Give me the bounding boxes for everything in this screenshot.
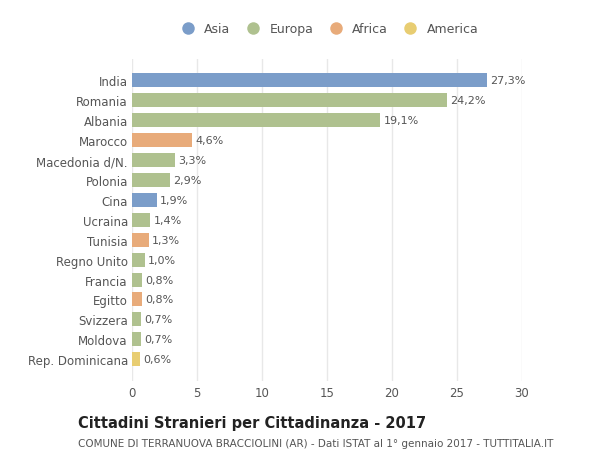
Text: 27,3%: 27,3% bbox=[490, 76, 526, 86]
Text: 1,3%: 1,3% bbox=[152, 235, 180, 245]
Bar bbox=[132, 273, 142, 287]
Bar bbox=[132, 213, 150, 227]
Text: 1,4%: 1,4% bbox=[154, 215, 182, 225]
Bar bbox=[132, 94, 446, 108]
Bar bbox=[132, 194, 157, 207]
Bar bbox=[132, 313, 141, 327]
Text: 1,9%: 1,9% bbox=[160, 196, 188, 206]
Bar bbox=[132, 74, 487, 88]
Text: 1,0%: 1,0% bbox=[148, 255, 176, 265]
Text: 24,2%: 24,2% bbox=[450, 96, 485, 106]
Text: COMUNE DI TERRANUOVA BRACCIOLINI (AR) - Dati ISTAT al 1° gennaio 2017 - TUTTITAL: COMUNE DI TERRANUOVA BRACCIOLINI (AR) - … bbox=[78, 438, 553, 448]
Bar bbox=[132, 134, 192, 148]
Text: 19,1%: 19,1% bbox=[383, 116, 419, 126]
Bar bbox=[132, 114, 380, 128]
Text: Cittadini Stranieri per Cittadinanza - 2017: Cittadini Stranieri per Cittadinanza - 2… bbox=[78, 415, 426, 431]
Text: 0,7%: 0,7% bbox=[145, 335, 173, 345]
Text: 0,8%: 0,8% bbox=[146, 295, 174, 305]
Bar bbox=[132, 293, 142, 307]
Legend: Asia, Europa, Africa, America: Asia, Europa, Africa, America bbox=[173, 21, 481, 39]
Text: 0,6%: 0,6% bbox=[143, 354, 171, 364]
Bar bbox=[132, 154, 175, 168]
Bar bbox=[132, 333, 141, 347]
Text: 2,9%: 2,9% bbox=[173, 176, 202, 185]
Bar bbox=[132, 174, 170, 188]
Text: 0,7%: 0,7% bbox=[145, 315, 173, 325]
Bar bbox=[132, 233, 149, 247]
Text: 4,6%: 4,6% bbox=[195, 136, 223, 146]
Text: 0,8%: 0,8% bbox=[146, 275, 174, 285]
Text: 3,3%: 3,3% bbox=[178, 156, 206, 166]
Bar bbox=[132, 253, 145, 267]
Bar bbox=[132, 353, 140, 366]
